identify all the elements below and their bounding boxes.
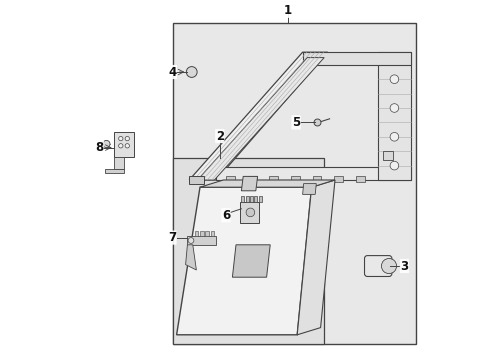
Polygon shape (205, 231, 209, 236)
Polygon shape (356, 176, 365, 182)
Text: 7: 7 (168, 231, 176, 244)
Text: 2: 2 (216, 130, 224, 143)
Polygon shape (270, 176, 278, 182)
Circle shape (103, 140, 110, 148)
Circle shape (125, 144, 129, 148)
Text: 8: 8 (95, 141, 103, 154)
Circle shape (188, 238, 194, 243)
Polygon shape (176, 187, 312, 335)
Polygon shape (104, 169, 124, 173)
Polygon shape (248, 176, 257, 182)
Polygon shape (383, 151, 393, 160)
Polygon shape (232, 245, 270, 277)
Circle shape (125, 136, 129, 141)
Polygon shape (195, 231, 198, 236)
Polygon shape (378, 52, 411, 180)
Polygon shape (250, 196, 253, 202)
Circle shape (119, 136, 123, 141)
Polygon shape (189, 176, 204, 184)
Polygon shape (189, 52, 328, 180)
Polygon shape (240, 202, 259, 223)
Polygon shape (197, 58, 324, 180)
Circle shape (246, 208, 255, 217)
Polygon shape (200, 180, 335, 187)
Text: 6: 6 (222, 209, 230, 222)
Polygon shape (297, 180, 335, 335)
Circle shape (390, 75, 399, 84)
Polygon shape (216, 167, 411, 180)
Polygon shape (303, 184, 316, 194)
Polygon shape (173, 158, 324, 344)
Polygon shape (242, 196, 245, 202)
Polygon shape (200, 231, 204, 236)
Polygon shape (334, 176, 343, 182)
Circle shape (186, 67, 197, 77)
Text: 5: 5 (292, 116, 300, 129)
Polygon shape (173, 23, 416, 344)
Polygon shape (245, 196, 248, 202)
Polygon shape (242, 176, 258, 191)
Polygon shape (303, 52, 411, 65)
FancyBboxPatch shape (365, 256, 392, 276)
Polygon shape (226, 176, 235, 182)
Polygon shape (114, 132, 134, 157)
Polygon shape (186, 245, 196, 270)
Polygon shape (114, 157, 124, 169)
Circle shape (119, 144, 123, 148)
Circle shape (381, 258, 396, 274)
Polygon shape (313, 176, 321, 182)
Circle shape (390, 104, 399, 112)
Circle shape (390, 132, 399, 141)
Polygon shape (259, 196, 262, 202)
Polygon shape (211, 231, 215, 236)
Polygon shape (187, 236, 216, 245)
Polygon shape (291, 176, 300, 182)
Text: 1: 1 (284, 4, 292, 17)
Polygon shape (254, 196, 257, 202)
Text: 3: 3 (400, 260, 409, 273)
Circle shape (390, 161, 399, 170)
Text: 4: 4 (168, 66, 176, 78)
